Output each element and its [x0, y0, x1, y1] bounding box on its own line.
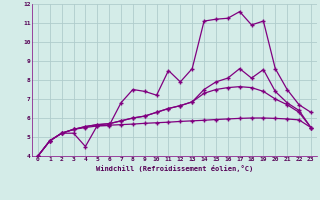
- X-axis label: Windchill (Refroidissement éolien,°C): Windchill (Refroidissement éolien,°C): [96, 165, 253, 172]
